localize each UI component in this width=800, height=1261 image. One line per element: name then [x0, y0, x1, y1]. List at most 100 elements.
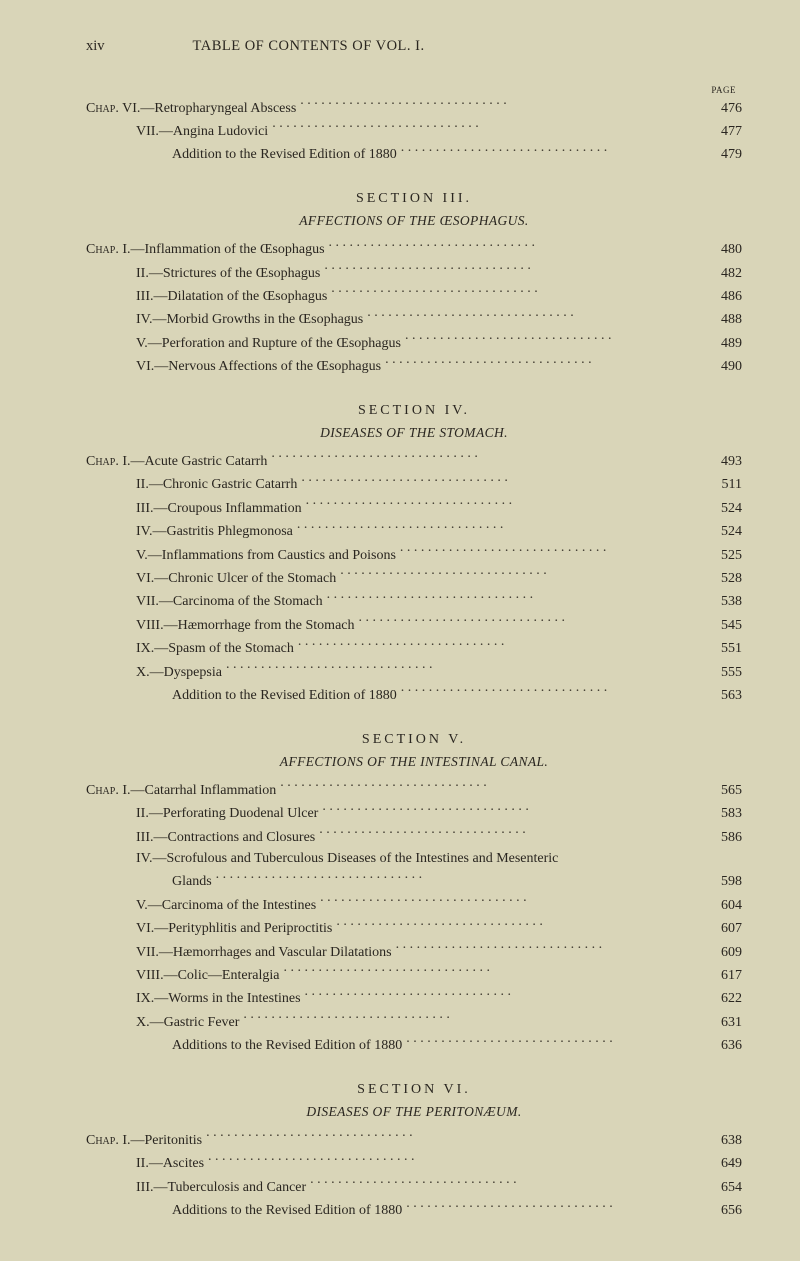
toc-entry: Chap. VI.—Retropharyngeal Abscess476 [86, 98, 742, 119]
toc-entry-page: 598 [706, 873, 742, 892]
dot-leader [406, 1200, 702, 1214]
toc-entry: II.—Perforating Duodenal Ulcer 583 [86, 803, 742, 824]
dot-leader [359, 615, 703, 629]
toc-entry-page: 538 [706, 593, 742, 612]
toc-entry: VIII.—Hæmorrhage from the Stomach545 [86, 615, 742, 636]
toc-entry: X.—Gastric Fever 631 [86, 1012, 742, 1033]
section-subtitle: AFFECTIONS OF THE ŒSOPHAGUS. [86, 213, 742, 229]
toc-entry-label: V.—Carcinoma of the Intestines [136, 897, 316, 916]
toc-entry: VII.—Angina Ludovici477 [86, 121, 742, 142]
sections-container: SECTION III. AFFECTIONS OF THE ŒSOPHAGUS.… [86, 191, 742, 1221]
column-header-page: PAGE [86, 85, 742, 95]
toc-entry-label: IV.—Scrofulous and Tuberculous Diseases … [136, 850, 558, 869]
dot-leader [280, 780, 702, 794]
toc-entry-page: 555 [706, 664, 742, 683]
dot-leader [300, 98, 702, 112]
toc-entry-page: 609 [706, 944, 742, 963]
toc-entry-page: 583 [706, 805, 742, 824]
section-title: SECTION III. [86, 191, 742, 207]
toc-entry-page: 476 [706, 100, 742, 119]
page-number-left: xiv [86, 38, 105, 55]
toc-entry-page: 617 [706, 967, 742, 986]
toc-entry-label: V.—Inflammations from Caustics and Poiso… [136, 547, 396, 566]
toc-entry-page: 631 [706, 1014, 742, 1033]
dot-leader [206, 1130, 702, 1144]
toc-entry-page: 525 [706, 547, 742, 566]
toc-entry: Chap. I.—Inflammation of the Œsophagus48… [86, 239, 742, 260]
toc-entry-label: VI.—Chronic Ulcer of the Stomach [136, 570, 336, 589]
toc-entry-page: 551 [706, 640, 742, 659]
toc-entry: Chap. I.—Peritonitis638 [86, 1130, 742, 1151]
toc-entry-label: VII.—Angina Ludovici [136, 123, 268, 142]
toc-entry: VII.—Hæmorrhages and Vascular Dilatation… [86, 942, 742, 963]
toc-entry: Additions to the Revised Edition of 1880… [86, 1200, 742, 1221]
toc-entry: Chap. I.—Catarrhal Inflammation565 [86, 780, 742, 801]
dot-leader [226, 662, 702, 676]
dot-leader [385, 356, 702, 370]
toc-entry: IX.—Spasm of the Stomach 551 [86, 638, 742, 659]
dot-leader [396, 942, 702, 956]
dot-leader [401, 144, 702, 158]
toc-entry-label: II.—Strictures of the Œsophagus [136, 265, 320, 284]
dot-leader [401, 685, 702, 699]
toc-entry: III.—Dilatation of the Œsophagus486 [86, 286, 742, 307]
toc-entry-page: 482 [706, 265, 742, 284]
toc-entry-page: 490 [706, 358, 742, 377]
toc-entry-page: 479 [706, 146, 742, 165]
dot-leader [306, 498, 702, 512]
dot-leader [324, 263, 702, 277]
section-subtitle: AFFECTIONS OF THE INTESTINAL CANAL. [86, 754, 742, 770]
toc-entry: V.—Perforation and Rupture of the Œsopha… [86, 333, 742, 354]
toc-entry: VIII.—Colic—Enteralgia 617 [86, 965, 742, 986]
dot-leader [301, 474, 702, 488]
dot-leader [336, 918, 702, 932]
dot-leader [322, 803, 702, 817]
toc-entry-page: 528 [706, 570, 742, 589]
pre-section-entries: Chap. VI.—Retropharyngeal Abscess476VII.… [86, 98, 742, 166]
toc-entry-page: 622 [706, 990, 742, 1009]
toc-entry: Chap. I.—Acute Gastric Catarrh493 [86, 451, 742, 472]
toc-entry-label: Glands [172, 873, 212, 892]
toc-entry-label: II.—Ascites [136, 1155, 204, 1174]
toc-entry-page: 488 [706, 311, 742, 330]
toc-entry: IV.—Scrofulous and Tuberculous Diseases … [86, 850, 742, 869]
chapter-prefix: Chap. [86, 101, 119, 116]
toc-entry-label: Chap. I.—Catarrhal Inflammation [86, 782, 276, 801]
toc-entry-label: II.—Perforating Duodenal Ulcer [136, 805, 318, 824]
toc-entry-page: 649 [706, 1155, 742, 1174]
dot-leader [367, 309, 702, 323]
toc-entry-page: 656 [706, 1202, 742, 1221]
toc-entry: VI.—Perityphlitis and Periproctitis607 [86, 918, 742, 939]
toc-entry-label: II.—Chronic Gastric Catarrh [136, 476, 297, 495]
section-subtitle: DISEASES OF THE STOMACH. [86, 425, 742, 441]
toc-entry-label: III.—Croupous Inflammation [136, 500, 302, 519]
toc-entry: II.—Ascites 649 [86, 1153, 742, 1174]
toc-entry: III.—Croupous Inflammation524 [86, 498, 742, 519]
chapter-prefix: Chap. [86, 454, 119, 469]
toc-entry-label: X.—Gastric Fever [136, 1014, 239, 1033]
dot-leader [327, 591, 702, 605]
toc-entry-page: 604 [706, 897, 742, 916]
section-subtitle: DISEASES OF THE PERITONÆUM. [86, 1104, 742, 1120]
toc-entry-page: 607 [706, 920, 742, 939]
toc-entry-page: 638 [706, 1132, 742, 1151]
chapter-prefix: Chap. [86, 783, 119, 798]
toc-entry-page: 511 [706, 476, 742, 495]
toc-entry-label: IV.—Morbid Growths in the Œsophagus [136, 311, 363, 330]
toc-entry-label: VIII.—Hæmorrhage from the Stomach [136, 617, 355, 636]
document-page: xiv TABLE OF CONTENTS OF VOL. I. PAGE Ch… [0, 0, 800, 1254]
toc-entry-label: IX.—Spasm of the Stomach [136, 640, 294, 659]
toc-entry-label: VIII.—Colic—Enteralgia [136, 967, 279, 986]
toc-entry-label: III.—Tuberculosis and Cancer [136, 1179, 306, 1198]
dot-leader [272, 121, 702, 135]
toc-entry: V.—Carcinoma of the Intestines 604 [86, 895, 742, 916]
dot-leader [319, 827, 702, 841]
toc-entry: V.—Inflammations from Caustics and Poiso… [86, 545, 742, 566]
dot-leader [340, 568, 702, 582]
dot-leader [208, 1153, 702, 1167]
toc-entry-label: V.—Perforation and Rupture of the Œsopha… [136, 335, 401, 354]
toc-entry: VII.—Carcinoma of the Stomach538 [86, 591, 742, 612]
dot-leader [297, 521, 702, 535]
chapter-prefix: Chap. [86, 1133, 119, 1148]
dot-leader [243, 1012, 702, 1026]
